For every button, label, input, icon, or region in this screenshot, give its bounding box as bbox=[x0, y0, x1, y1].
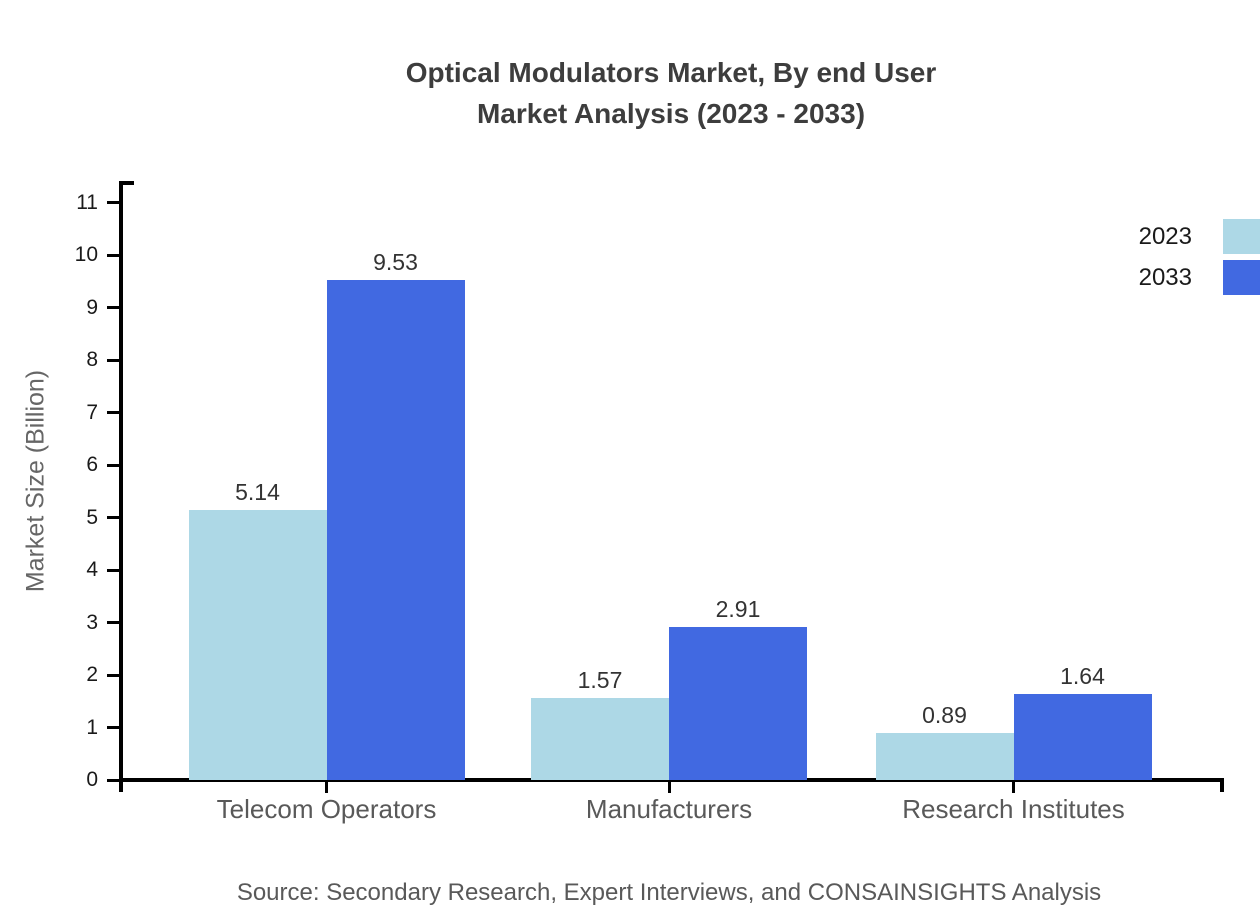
x-axis-left-cap bbox=[119, 780, 123, 792]
x-tick-telecom-operators bbox=[325, 780, 328, 793]
legend-label-2023: 2023 bbox=[1138, 223, 1192, 250]
y-tick-label-8: 8 bbox=[86, 348, 98, 371]
category-label-manufacturers: Manufacturers bbox=[585, 794, 753, 824]
y-tick-6 bbox=[107, 463, 121, 467]
value-label-2033-manufacturers: 2.91 bbox=[715, 596, 761, 623]
value-label-2023-telecom-operators: 5.14 bbox=[235, 479, 280, 506]
legend-label-2033: 2033 bbox=[1138, 264, 1192, 291]
chart-title-line2: Market Analysis (2023 - 2033) bbox=[476, 98, 866, 129]
x-tick-research-institutes bbox=[1012, 780, 1015, 793]
value-label-2033-research-institutes: 1.64 bbox=[1060, 662, 1105, 689]
y-tick-label-1: 1 bbox=[86, 715, 98, 739]
y-tick-label-6: 6 bbox=[86, 453, 98, 476]
y-tick-label-5: 5 bbox=[86, 505, 98, 529]
y-tick-7 bbox=[107, 411, 121, 414]
y-tick-11 bbox=[107, 201, 121, 204]
y-tick-1 bbox=[107, 726, 121, 729]
y-tick-5 bbox=[107, 516, 121, 519]
value-label-2023-manufacturers: 1.57 bbox=[577, 666, 623, 693]
y-tick-label-10: 10 bbox=[74, 243, 98, 266]
y-tick-label-4: 4 bbox=[86, 558, 98, 581]
chart-title: Optical Modulators Market, By end User M… bbox=[406, 52, 937, 134]
y-tick-label-3: 3 bbox=[86, 610, 98, 634]
y-axis-line bbox=[119, 181, 123, 780]
y-tick-8 bbox=[107, 358, 121, 362]
source-note: Source: Secondary Research, Expert Inter… bbox=[236, 879, 1102, 906]
value-label-2033-telecom-operators: 9.53 bbox=[373, 248, 418, 275]
legend-swatch-2033 bbox=[1223, 260, 1260, 295]
legend-item-2023: 2023 bbox=[1139, 219, 1260, 254]
bar-2033-research-institutes bbox=[1013, 693, 1152, 780]
category-label-research-institutes: Research Institutes bbox=[902, 794, 1125, 824]
y-tick-0 bbox=[107, 778, 121, 782]
y-tick-label-7: 7 bbox=[86, 400, 98, 424]
y-tick-label-11: 11 bbox=[76, 190, 98, 214]
y-tick-9 bbox=[107, 306, 121, 309]
legend-item-2033: 2033 bbox=[1139, 260, 1260, 295]
y-tick-10 bbox=[107, 253, 121, 257]
value-label-2023-research-institutes: 0.89 bbox=[922, 702, 967, 729]
y-tick-4 bbox=[107, 568, 121, 572]
y-tick-3 bbox=[107, 621, 121, 624]
legend-swatch-2023 bbox=[1223, 219, 1260, 254]
y-tick-2 bbox=[107, 673, 121, 677]
bar-2023-research-institutes bbox=[875, 733, 1014, 780]
x-axis-right-cap bbox=[1220, 780, 1224, 792]
bar-2023-manufacturers bbox=[531, 697, 669, 780]
y-axis-top-cap bbox=[121, 181, 134, 185]
bar-2023-telecom-operators bbox=[188, 510, 327, 780]
y-tick-label-0: 0 bbox=[86, 768, 98, 791]
x-tick-manufacturers bbox=[667, 780, 671, 793]
bar-2033-telecom-operators bbox=[326, 279, 465, 780]
chart-title-line1: Optical Modulators Market, By end User bbox=[405, 57, 937, 88]
y-tick-label-2: 2 bbox=[86, 663, 98, 686]
category-label-telecom-operators: Telecom Operators bbox=[216, 794, 437, 824]
x-axis-line bbox=[119, 778, 1224, 782]
bar-2033-manufacturers bbox=[669, 627, 807, 780]
y-tick-label-9: 9 bbox=[86, 295, 98, 319]
